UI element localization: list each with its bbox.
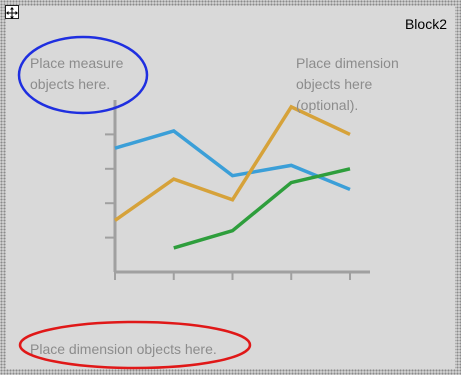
block-name-label: Block2 xyxy=(404,16,447,32)
series-line-1 xyxy=(114,129,351,192)
series-line-2 xyxy=(113,104,351,222)
dimension-drop-zone-hint[interactable]: Place dimension objects here. xyxy=(30,341,217,357)
four-arrow-move-icon xyxy=(6,7,18,19)
series-line-3 xyxy=(173,167,351,250)
move-handle-icon[interactable] xyxy=(5,5,19,19)
dimension-optional-drop-zone-hint[interactable]: Place dimension objects here (optional). xyxy=(296,55,399,113)
measure-drop-zone-hint[interactable]: Place measure objects here. xyxy=(30,55,124,92)
